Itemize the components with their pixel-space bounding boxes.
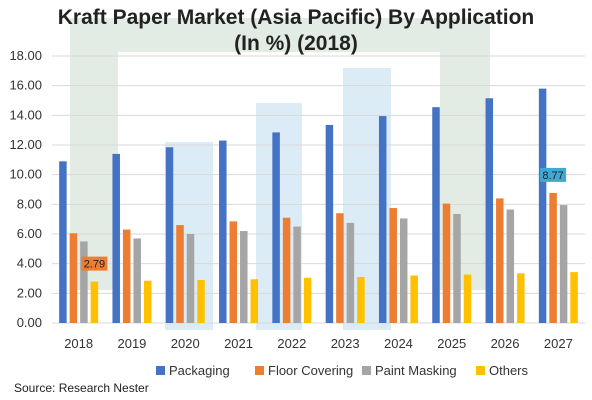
bar-paint-masking (80, 241, 88, 323)
legend-item: Paint Masking (362, 363, 457, 378)
watermark (70, 18, 490, 330)
bar-floor-covering (122, 229, 131, 323)
x-axis-ticks: 2018 2019 2020 2021 2022 2023 2024 2025 2026 2027 (64, 336, 573, 351)
bar-others (197, 279, 205, 323)
y-tick-label: 2.00 (17, 285, 42, 300)
data-label-box (540, 167, 567, 182)
bar-floor-covering (69, 233, 78, 323)
bar-others (250, 279, 259, 323)
data-label: 8.77 (540, 167, 567, 182)
legend-label: Others (489, 363, 529, 378)
bar-others (90, 281, 99, 323)
bars (59, 88, 578, 324)
bar-paint-masking (186, 234, 195, 323)
y-tick-label: 12.00 (9, 137, 42, 152)
bar-paint-masking (559, 205, 568, 323)
legend-item: Others (476, 363, 529, 378)
bar-paint-masking (506, 209, 515, 323)
x-tick-label: 2023 (331, 336, 360, 351)
legend-label: Packaging (169, 363, 230, 378)
bar-packaging (272, 132, 280, 323)
bar-paint-masking (293, 226, 301, 323)
y-tick-label: 8.00 (17, 196, 42, 211)
bar-others (570, 272, 578, 323)
source-note: Source: Research Nester (14, 381, 149, 395)
bar-paint-masking (346, 222, 355, 323)
bar-packaging (165, 147, 174, 323)
bar-others (143, 280, 152, 323)
x-tick-label: 2020 (171, 336, 200, 351)
data-label-text: 8.77 (542, 170, 563, 182)
data-label-box (81, 256, 108, 271)
bar-floor-covering (496, 198, 504, 323)
bar-packaging (219, 140, 227, 323)
bar-floor-covering (282, 217, 291, 323)
data-labels: 2.79 8.77 (81, 167, 567, 271)
bar-paint-masking (240, 231, 248, 323)
chart-subtitle: (In %) (2018) (234, 32, 358, 55)
bar-paint-masking (399, 218, 408, 323)
x-tick-label: 2021 (224, 336, 253, 351)
x-tick-label: 2025 (437, 336, 466, 351)
bar-floor-covering (442, 203, 451, 323)
legend-swatch (156, 366, 165, 375)
y-tick-label: 16.00 (9, 78, 42, 93)
bar-floor-covering (229, 221, 238, 323)
bar-paint-masking (133, 238, 141, 323)
data-label-text: 2.79 (84, 259, 105, 271)
x-tick-label: 2024 (384, 336, 413, 351)
y-tick-label: 4.00 (17, 256, 42, 271)
x-tick-label: 2022 (277, 336, 306, 351)
bar-floor-covering (549, 192, 557, 323)
bar-packaging (485, 98, 494, 324)
bar-packaging (378, 116, 387, 323)
x-tick-label: 2027 (544, 336, 573, 351)
bar-paint-masking (453, 213, 461, 323)
legend-swatch (476, 366, 485, 375)
bar-packaging (538, 88, 547, 323)
bar-packaging (59, 161, 67, 323)
legend-item: Floor Covering (255, 363, 353, 378)
y-tick-label: 18.00 (9, 48, 42, 63)
bar-floor-covering (176, 225, 184, 323)
x-tick-label: 2018 (64, 336, 93, 351)
bar-others (463, 274, 472, 323)
legend-label: Floor Covering (268, 363, 353, 378)
y-tick-label: 0.00 (17, 315, 42, 330)
legend-label: Paint Masking (375, 363, 457, 378)
x-tick-label: 2026 (491, 336, 520, 351)
bar-floor-covering (389, 208, 397, 323)
bar-packaging (112, 153, 120, 323)
bar-others (517, 273, 525, 323)
legend-item: Packaging (156, 363, 230, 378)
bar-packaging (325, 124, 334, 323)
chart-title: Kraft Paper Market (Asia Pacific) By App… (58, 6, 535, 29)
legend-swatch (362, 366, 371, 375)
y-axis-ticks: 0.00 2.00 4.00 6.00 8.00 10.00 12.00 14.00 16.00… (9, 48, 42, 330)
x-tick-label: 2019 (117, 336, 146, 351)
legend: Packaging Floor Covering Paint Masking Othe… (156, 363, 529, 378)
y-tick-label: 6.00 (17, 226, 42, 241)
y-tick-label: 14.00 (9, 107, 42, 122)
data-label: 2.79 (81, 256, 108, 271)
gridlines (52, 55, 585, 324)
bar-floor-covering (336, 213, 344, 323)
bar-others (410, 275, 418, 323)
bar-others (357, 277, 365, 323)
bar-others (303, 277, 312, 323)
bar-packaging (432, 107, 440, 323)
y-tick-label: 10.00 (9, 167, 42, 182)
legend-swatch (255, 366, 264, 375)
